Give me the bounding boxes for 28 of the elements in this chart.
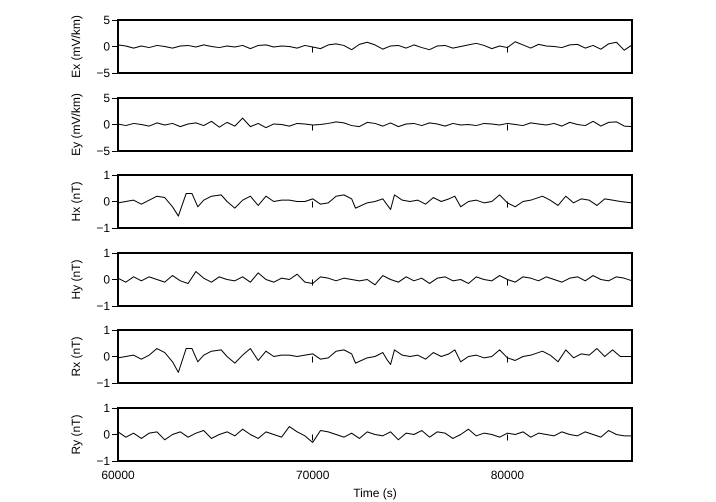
y-axis-title: Ex (mV/km) — [69, 15, 83, 78]
y-axis-title: Ry (nT) — [69, 414, 83, 454]
y-tick-label: 0 — [103, 428, 110, 442]
y-tick-label: 0 — [103, 272, 110, 286]
y-tick-label: 1 — [103, 401, 110, 415]
y-tick-label: 5 — [103, 90, 110, 105]
y-axis-title: Hy (nT) — [69, 259, 83, 300]
x-axis-title: Time (s) — [353, 486, 397, 500]
y-tick-label: 0 — [103, 117, 110, 132]
y-tick-label: 0 — [103, 40, 110, 54]
y-tick-label: 1 — [103, 246, 110, 260]
y-tick-label: 1 — [103, 323, 110, 338]
y-tick-label: −5 — [96, 144, 110, 158]
y-tick-label: −1 — [96, 376, 110, 390]
x-tick-label: 80000 — [490, 468, 524, 482]
y-axis-title: Hx (nT) — [69, 182, 83, 222]
y-tick-label: 1 — [103, 168, 110, 182]
x-tick-label: 70000 — [296, 468, 330, 482]
y-tick-label: 0 — [103, 350, 110, 364]
y-tick-label: −1 — [96, 221, 110, 236]
y-tick-label: −5 — [96, 66, 110, 80]
y-axis-title: Ey (mV/km) — [69, 92, 83, 156]
y-tick-label: 0 — [103, 194, 110, 209]
y-tick-label: 5 — [103, 13, 110, 27]
x-tick-label: 60000 — [101, 468, 136, 482]
y-axis-title: Rx (nT) — [69, 336, 83, 377]
y-tick-label: −1 — [96, 454, 110, 468]
y-tick-label: −1 — [96, 298, 110, 313]
